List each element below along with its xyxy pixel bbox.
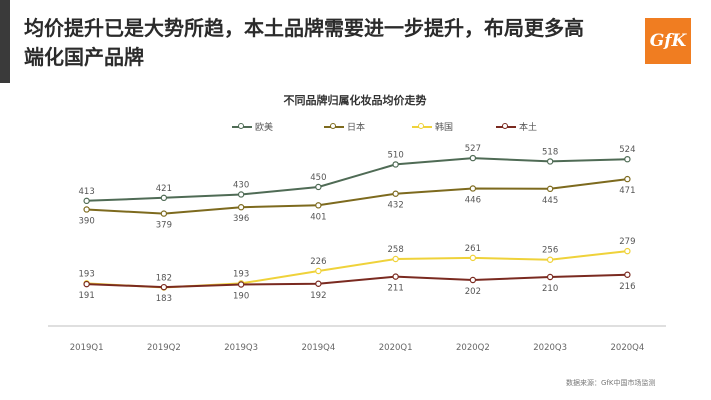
data-point-1-5 [469,185,477,192]
data-label-2-5: 261 [465,244,481,254]
page-title: 均价提升已是大势所趋，本土品牌需要进一步提升，布局更多高端化国产品牌 [24,16,584,69]
data-point-1-0 [83,206,90,213]
legend-label-1: 日本 [347,123,366,133]
legend-label-0: 欧美 [255,123,274,133]
data-point-2-3 [315,267,322,275]
data-label-2-6: 256 [542,246,558,256]
data-point-3-2 [237,281,245,288]
data-label-0-6: 518 [542,147,558,157]
data-point-0-7 [624,155,631,163]
series-line-3 [86,273,628,289]
data-label-1-1: 379 [156,221,172,231]
data-label-0-4: 510 [388,150,404,160]
legend-item-0: 欧美 [232,120,273,133]
data-label-1-0: 390 [79,216,95,226]
data-point-0-2 [237,191,245,198]
data-point-3-4 [392,273,399,280]
series-line-0 [86,157,628,202]
data-point-3-6 [546,273,554,281]
gfk-logo: GfK [645,18,691,64]
data-point-3-1 [160,283,168,291]
data-label-2-1: 182 [156,274,172,284]
data-label-0-2: 430 [233,180,249,190]
data-point-1-2 [237,204,245,211]
data-point-1-3 [315,202,322,209]
data-point-1-4 [392,190,399,197]
x-tick-label-4: 2020Q1 [379,343,413,353]
data-label-1-3: 401 [310,212,326,222]
legend-item-3: 本土 [496,120,537,133]
legend-label-3: 本土 [519,123,538,133]
data-point-3-7 [624,271,631,278]
data-label-3-0: 191 [79,291,95,301]
data-point-0-3 [315,183,322,191]
data-point-2-4 [392,255,399,263]
data-label-1-6: 445 [542,196,558,206]
legend-item-1: 日本 [324,120,365,133]
data-point-0-6 [546,158,554,165]
x-tick-label-5: 2020Q2 [456,343,490,353]
data-point-0-5 [469,154,477,162]
data-point-0-4 [392,161,399,168]
x-tick-label-3: 2019Q4 [302,343,336,353]
legend-swatch-0 [232,122,252,129]
data-point-3-3 [315,280,322,287]
x-tick-label-0: 2019Q1 [70,343,104,353]
data-label-3-1: 183 [156,294,172,304]
legend-swatch-1 [324,122,344,129]
x-tick-label-7: 2020Q4 [611,343,645,353]
legend-item-2: 韩国 [412,120,453,133]
data-label-2-3: 226 [310,257,326,267]
series-line-1 [86,178,628,215]
data-point-0-0 [83,197,90,205]
data-label-3-2: 190 [233,292,249,302]
data-point-1-7 [624,175,631,183]
x-tick-label-6: 2020Q3 [533,343,567,353]
legend-label-2: 韩国 [435,123,454,133]
data-label-2-2: 193 [233,269,249,279]
data-point-2-6 [546,256,554,263]
data-label-0-3: 450 [310,173,326,183]
legend-swatch-2 [412,122,432,129]
data-label-0-1: 421 [156,184,172,194]
data-label-1-7: 471 [619,186,635,196]
data-label-3-4: 211 [388,284,404,294]
source-note: 数据来源：GfK中国市场监测 [566,379,656,387]
x-tick-label-2: 2019Q3 [224,343,258,353]
data-point-2-5 [469,254,477,262]
data-label-3-6: 210 [542,284,558,294]
data-point-1-1 [160,210,168,217]
data-label-0-5: 527 [465,144,481,154]
legend-swatch-3 [496,122,516,129]
data-label-2-0: 193 [79,269,95,279]
data-label-0-7: 524 [619,145,635,155]
data-point-0-1 [160,194,168,202]
accent-bar [0,0,10,83]
data-label-3-3: 192 [310,291,326,301]
data-label-2-7: 279 [619,237,635,247]
chart-title: 不同品牌归属化妆品均价走势 [283,94,427,107]
data-label-3-7: 216 [619,282,635,292]
data-label-1-5: 446 [465,195,481,205]
data-label-1-4: 432 [388,201,404,211]
data-point-1-6 [546,185,554,193]
x-tick-label-1: 2019Q2 [147,343,181,353]
data-label-0-0: 413 [79,187,95,197]
data-label-2-4: 258 [388,245,404,255]
data-label-3-5: 202 [465,287,481,297]
data-point-3-0 [83,280,90,288]
data-point-2-7 [624,247,631,255]
data-point-3-5 [469,276,477,284]
data-label-1-2: 396 [233,214,249,224]
